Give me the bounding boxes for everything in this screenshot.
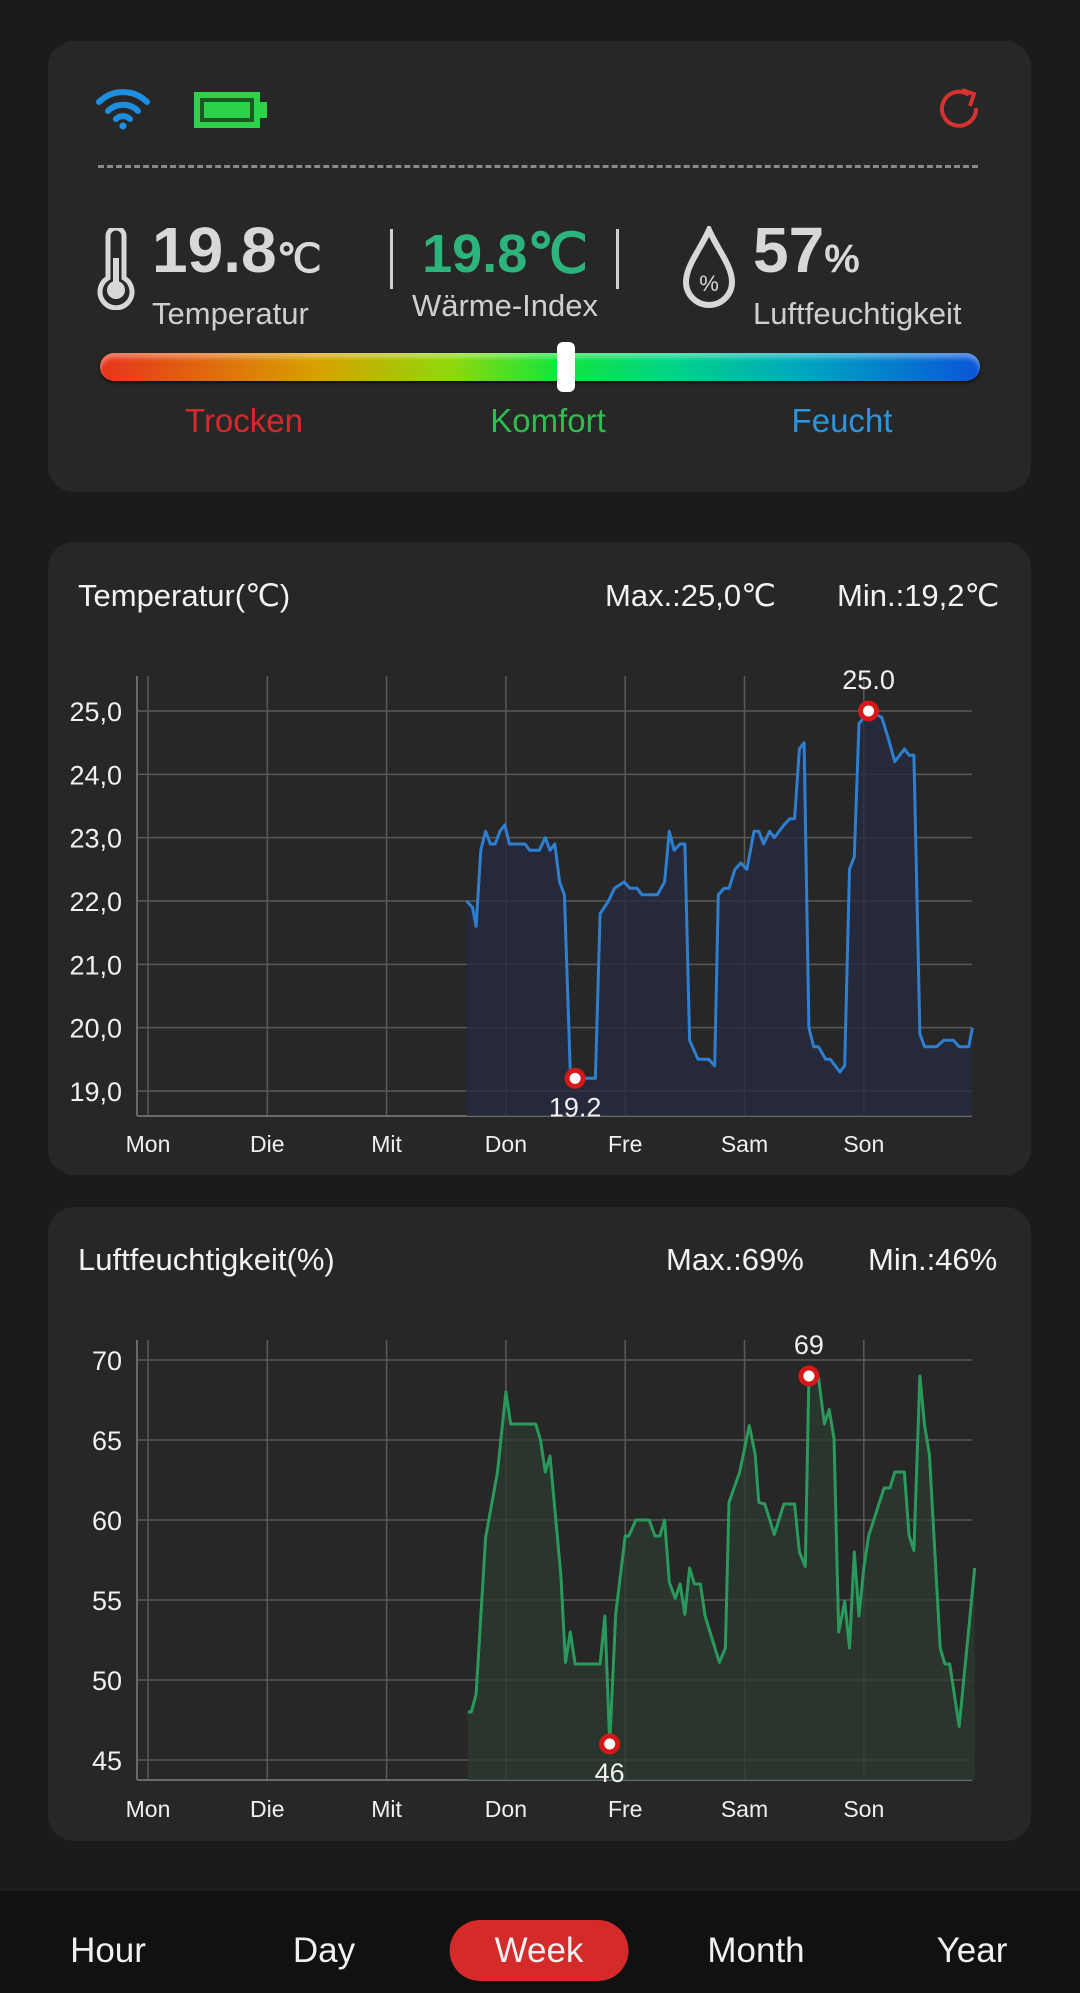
y-tick-label: 23,0	[69, 824, 122, 854]
series-area	[466, 711, 973, 1116]
x-tick-label: Fre	[608, 1131, 643, 1157]
y-tick-label: 60	[92, 1506, 122, 1536]
battery-full-icon	[194, 92, 267, 128]
y-tick-label: 21,0	[69, 950, 122, 980]
min-label: Min.:46%	[868, 1242, 998, 1277]
temperature-number: 19.8	[152, 214, 277, 286]
max-marker	[858, 700, 880, 722]
x-tick-label: Mon	[126, 1131, 171, 1157]
y-tick-label: 20,0	[69, 1014, 122, 1044]
wifi-icon	[96, 89, 150, 130]
x-tick-label: Son	[843, 1131, 884, 1157]
refresh-icon[interactable]	[936, 86, 984, 134]
x-tick-label: Mit	[371, 1796, 402, 1822]
tab-week[interactable]: Week	[449, 1920, 629, 1981]
chart-title: Luftfeuchtigkeit(%)	[78, 1242, 335, 1277]
x-tick-label: Sam	[721, 1131, 768, 1157]
x-tick-label: Don	[485, 1796, 527, 1822]
tab-month[interactable]: Month	[707, 1931, 805, 1970]
temperature-unit: ℃	[276, 237, 322, 281]
min-label: Min.:19,2℃	[837, 578, 1000, 613]
y-tick-label: 24,0	[69, 760, 122, 790]
max-value-label: 69	[794, 1330, 824, 1360]
heat-index-value: 19.8℃	[422, 224, 588, 284]
humidity-unit: %	[824, 237, 860, 281]
humidity-label: Luftfeuchtigkeit	[753, 296, 962, 331]
y-tick-label: 25,0	[69, 697, 122, 727]
x-tick-label: Die	[250, 1131, 285, 1157]
divider	[390, 229, 393, 289]
thermometer-icon	[97, 228, 135, 310]
y-tick-label: 50	[92, 1666, 122, 1696]
divider	[98, 165, 978, 168]
series-line	[467, 1374, 977, 1746]
series-line	[465, 709, 974, 1080]
tab-year[interactable]: Year	[936, 1931, 1008, 1970]
max-marker	[798, 1365, 820, 1387]
temperature-label: Temperatur	[152, 296, 309, 331]
x-tick-label: Son	[843, 1796, 884, 1822]
chart-title: Temperatur(℃)	[78, 578, 291, 613]
comfort-scale-bar	[100, 353, 980, 381]
x-tick-label: Die	[250, 1796, 285, 1822]
zone-comfort-label: Komfort	[490, 402, 606, 439]
y-tick-label: 22,0	[69, 887, 122, 917]
y-tick-label: 65	[92, 1426, 122, 1456]
humidity-value: 57%	[753, 218, 860, 282]
max-label: Max.:25,0℃	[605, 578, 776, 613]
min-value-label: 19.2	[549, 1092, 602, 1122]
max-value-label: 25.0	[842, 665, 895, 695]
min-marker	[564, 1067, 586, 1089]
range-tab-bar: Hour Day Week Month Year	[0, 1891, 1080, 1993]
x-tick-label: Don	[485, 1131, 527, 1157]
y-tick-label: 70	[92, 1346, 122, 1376]
max-label: Max.:69%	[666, 1242, 804, 1277]
tab-day[interactable]: Day	[292, 1931, 356, 1970]
zone-humid-label: Feucht	[791, 402, 893, 439]
x-tick-label: Mit	[371, 1131, 402, 1157]
x-tick-label: Mon	[126, 1796, 171, 1822]
humidity-drop-icon: %	[682, 226, 736, 308]
x-tick-label: Sam	[721, 1796, 768, 1822]
tab-hour[interactable]: Hour	[70, 1931, 146, 1970]
humidity-number: 57	[753, 214, 825, 286]
svg-text:%: %	[699, 271, 719, 296]
min-marker	[599, 1733, 621, 1755]
heat-index-label: Wärme-Index	[411, 288, 599, 323]
temperature-value: 19.8℃	[152, 218, 321, 282]
zone-dry-label: Trocken	[185, 402, 303, 439]
y-tick-label: 45	[92, 1746, 122, 1776]
divider	[616, 229, 619, 289]
min-value-label: 46	[595, 1758, 625, 1788]
series-area	[467, 1376, 975, 1780]
y-tick-label: 19,0	[69, 1077, 122, 1107]
y-tick-label: 55	[92, 1586, 122, 1616]
comfort-scale-indicator	[557, 342, 576, 392]
x-tick-label: Fre	[608, 1796, 643, 1822]
